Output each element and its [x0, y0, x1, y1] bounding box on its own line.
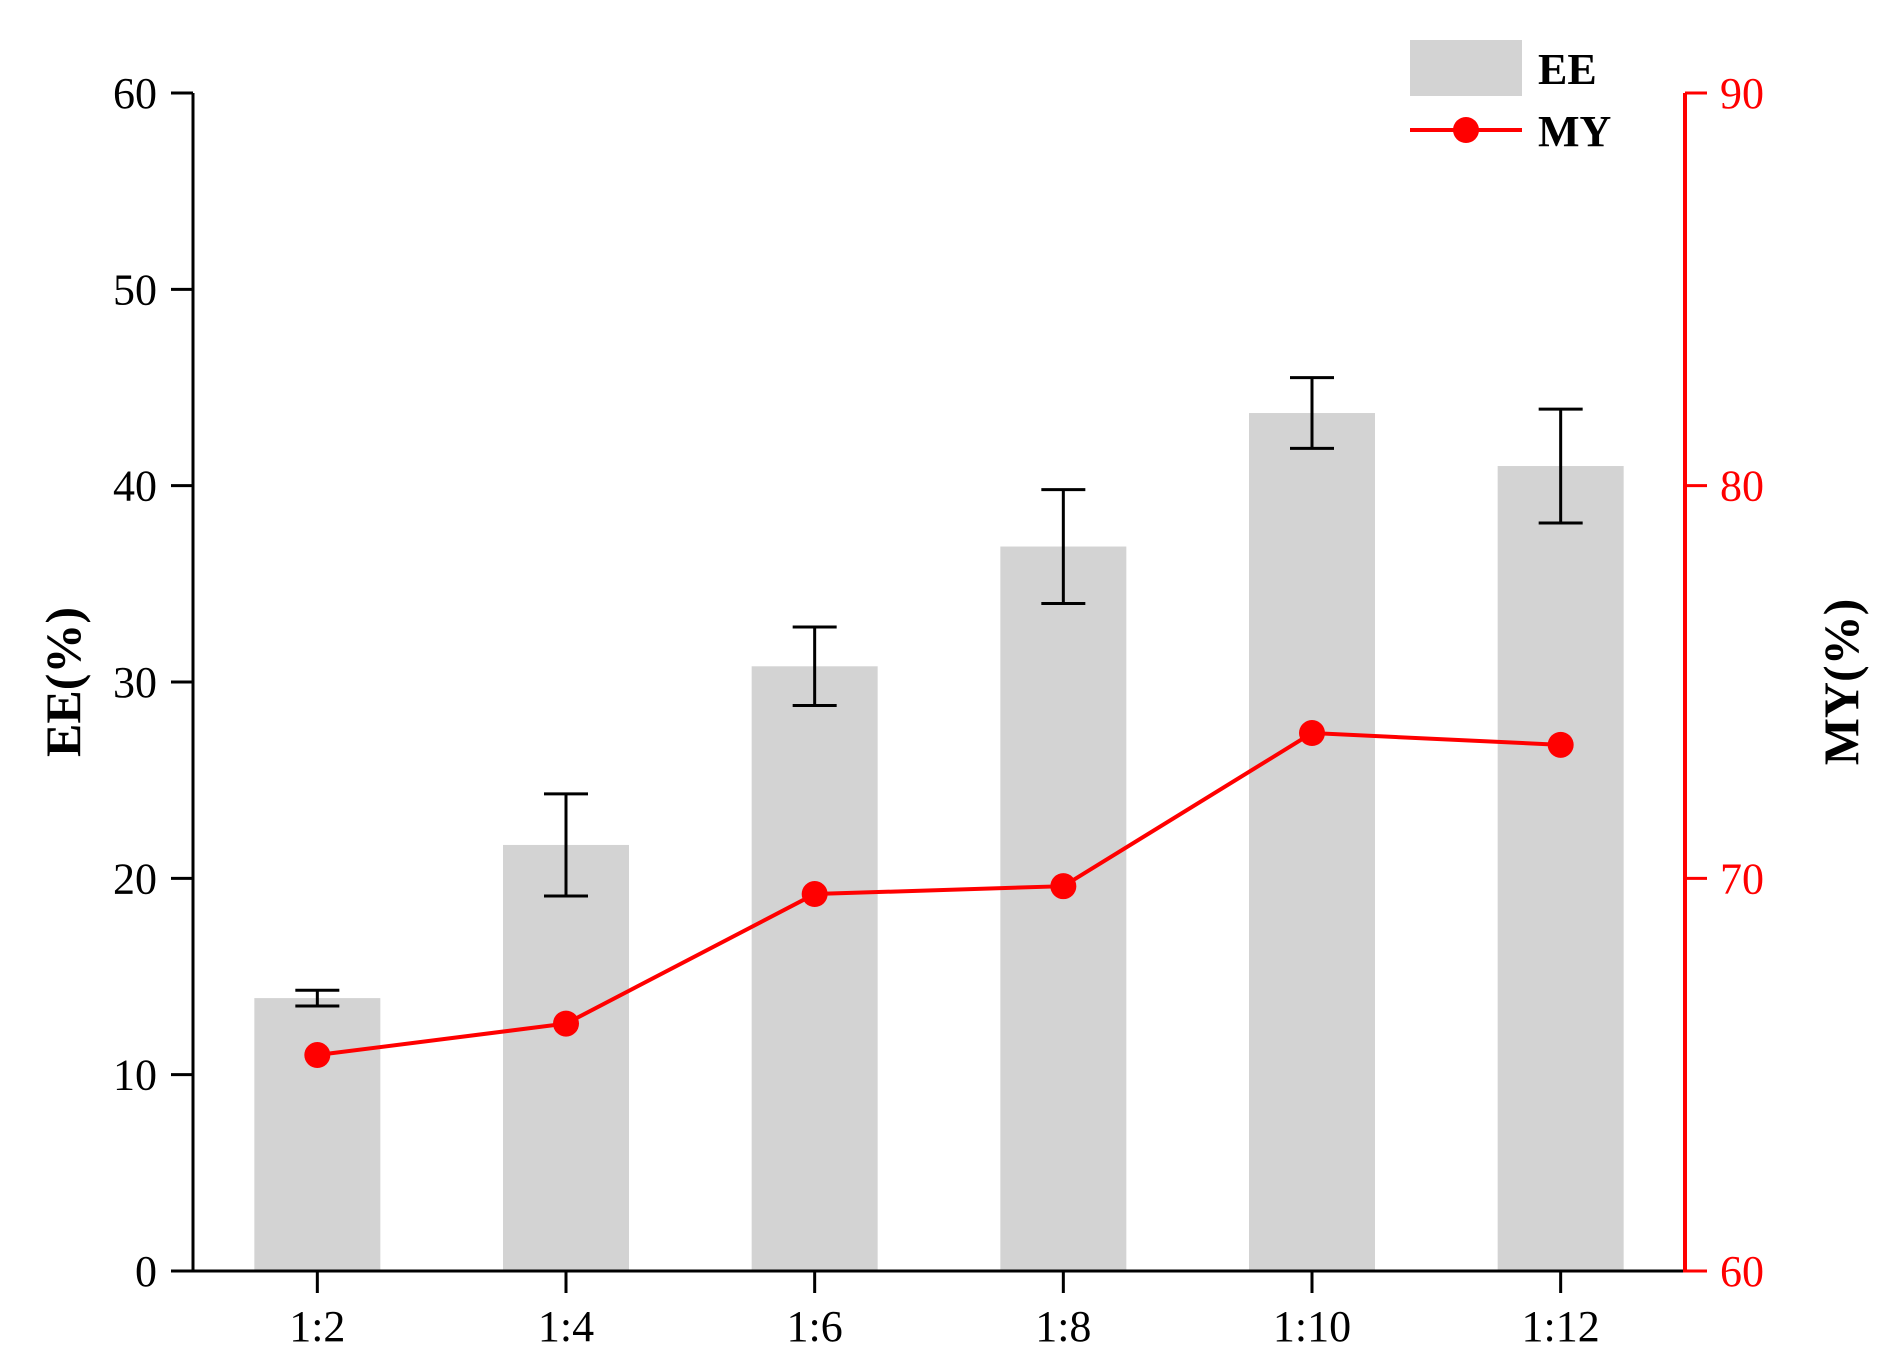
my-point-1:6: [801, 881, 828, 908]
legend-swatch-ee: [1410, 40, 1522, 96]
bar-1:6: [751, 666, 878, 1271]
my-point-1:8: [1050, 873, 1077, 900]
y-tick-label-left: 0: [135, 1247, 157, 1296]
y-tick-label-left: 50: [113, 265, 157, 314]
y-tick-label-right: 70: [1720, 854, 1764, 903]
bar-1:4: [503, 844, 629, 1271]
legend-swatch-my-marker: [1453, 117, 1479, 143]
y-tick-label-right: 80: [1720, 462, 1764, 511]
y-tick-label-right: 60: [1720, 1247, 1764, 1296]
error-bar-1:2: [295, 988, 340, 1008]
my-point-1:4: [553, 1010, 579, 1037]
error-bar-1:6: [792, 625, 837, 708]
y-tick-label-left: 60: [113, 69, 157, 118]
y-tick-label-left: 30: [113, 658, 157, 707]
bar-1:12: [1497, 466, 1624, 1271]
my-point-1:2: [304, 1042, 331, 1069]
bar-series-ee: [254, 413, 1624, 1272]
error-bar-1:4: [544, 792, 588, 898]
bar-1:10: [1249, 413, 1375, 1272]
legend-label-ee: EE: [1538, 45, 1597, 94]
y-tick-label-left: 20: [113, 854, 157, 903]
y-tick-label-right: 90: [1720, 69, 1764, 118]
bar-1:8: [1000, 546, 1127, 1271]
line-series-my: [304, 720, 1574, 1069]
x-tick-label: 1:12: [1522, 1302, 1600, 1351]
error-bar-1:10: [1290, 376, 1334, 450]
error-bar-1:12: [1538, 407, 1583, 525]
my-point-1:10: [1299, 720, 1325, 747]
x-tick-label: 1:4: [538, 1302, 594, 1351]
error-bar-1:8: [1041, 488, 1086, 605]
axes: 0 10 20 30 40 50 60 60 70 80 90 1:2 1:4 1:6 1:8 1:10 1:1…: [113, 69, 1764, 1351]
y-tick-label-left: 10: [113, 1051, 157, 1100]
error-bars-ee: [295, 376, 1583, 1008]
x-tick-label: 1:2: [289, 1302, 345, 1351]
bar-1:2: [254, 998, 381, 1271]
y-axis-title-left: EE(%): [35, 607, 91, 757]
y-axis-title-right: MY(%): [1813, 599, 1869, 766]
y-tick-label-left: 40: [113, 462, 157, 511]
legend: EE MY: [1410, 40, 1611, 156]
x-tick-label: 1:10: [1273, 1302, 1351, 1351]
my-point-1:12: [1547, 731, 1574, 758]
my-line: [317, 731, 1561, 1058]
x-tick-label: 1:6: [787, 1302, 843, 1351]
x-tick-label: 1:8: [1035, 1302, 1091, 1351]
legend-label-my: MY: [1538, 107, 1611, 156]
